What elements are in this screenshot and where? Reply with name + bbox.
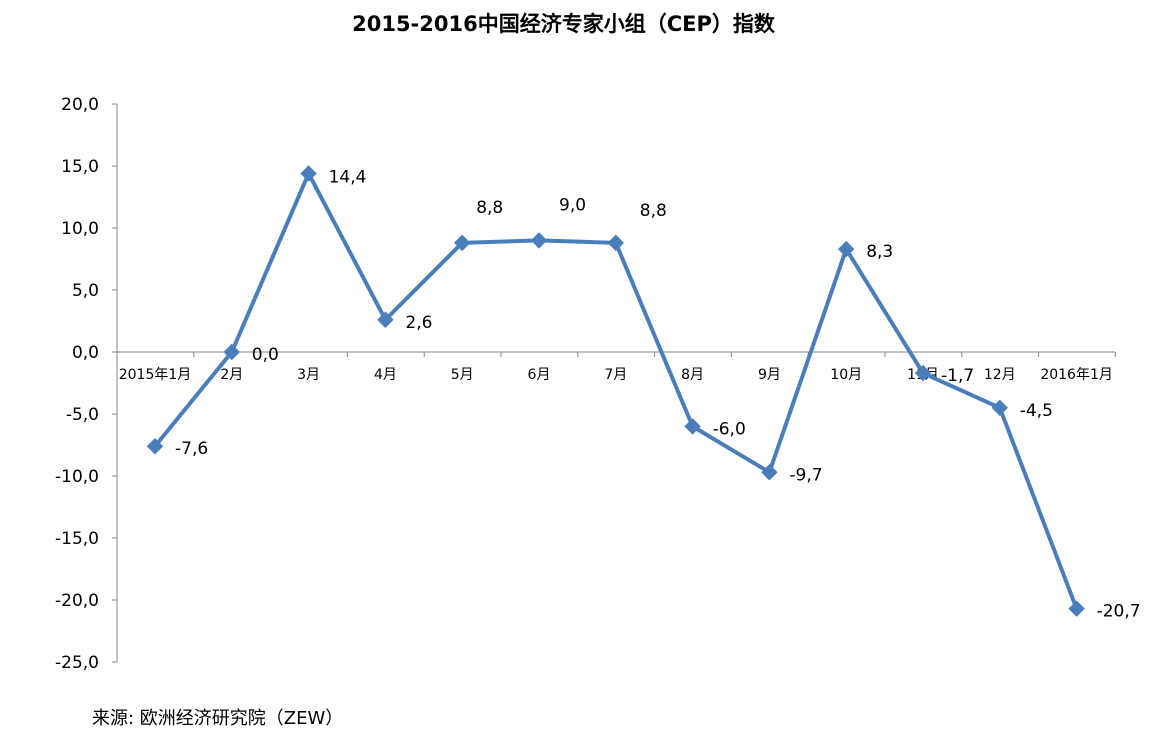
x-tick-label: 10月 <box>830 367 862 383</box>
data-label: 9,0 <box>559 195 586 215</box>
data-point-marker <box>377 311 394 328</box>
data-label: 0,0 <box>252 345 279 365</box>
y-tick-label: -20,0 <box>55 591 99 611</box>
data-label: 14,4 <box>329 167 367 187</box>
data-label: 8,3 <box>866 242 893 262</box>
data-point-marker <box>684 418 701 435</box>
data-point-marker <box>300 165 317 182</box>
x-tick-label: 4月 <box>374 367 397 383</box>
x-tick-label: 2月 <box>220 367 243 383</box>
data-point-marker <box>914 364 932 382</box>
y-tick-label: 20,0 <box>61 95 99 115</box>
data-label: 8,8 <box>640 201 667 221</box>
data-label: -9,7 <box>789 465 822 485</box>
data-label: -7,6 <box>175 439 208 459</box>
data-label: -1,7 <box>941 366 974 386</box>
data-point-marker <box>837 240 855 258</box>
x-tick-label: 3月 <box>297 367 320 383</box>
y-tick-label: 15,0 <box>61 157 99 177</box>
data-label: 8,8 <box>476 198 503 218</box>
data-label: -6,0 <box>713 419 746 439</box>
data-point-marker <box>761 464 778 481</box>
x-tick-label: 8月 <box>681 367 704 383</box>
data-point-marker <box>146 438 164 455</box>
data-point-marker <box>1068 600 1085 617</box>
y-tick-label: -5,0 <box>66 405 99 425</box>
data-point-marker <box>607 234 625 252</box>
y-tick-label: 10,0 <box>61 219 99 239</box>
series-cep-index <box>146 165 1085 617</box>
chart-title: 2015-2016中国经济专家小组（CEP）指数 <box>352 12 775 36</box>
data-label: -4,5 <box>1020 401 1053 421</box>
data-labels: -7,6 0,0 14,4 2,6 8,8 9,0 8,8 -6,0 -9,7 8,3 -1,7 -4… <box>175 167 1141 621</box>
y-tick-label: -15,0 <box>55 529 99 549</box>
source-note: 来源: 欧洲经济研究院（ZEW） <box>92 708 344 729</box>
chart-axes: 20,0 15,0 10,0 5,0 0,0 -5,0 -10,0 -15,0 -20,0 -25… <box>55 95 1116 673</box>
x-tick-label: 5月 <box>451 367 474 383</box>
x-tick-label: 12月 <box>984 367 1016 383</box>
data-point-marker <box>223 343 241 361</box>
x-tick-label: 9月 <box>758 367 781 383</box>
data-point-marker <box>530 232 548 249</box>
data-label: -20,7 <box>1097 602 1141 622</box>
y-tick-label: 5,0 <box>72 281 99 301</box>
data-point-marker <box>991 399 1009 417</box>
x-tick-label: 2016年1月 <box>1040 367 1113 383</box>
y-tick-label: -10,0 <box>55 467 99 487</box>
y-tick-label: 0,0 <box>72 343 99 363</box>
y-tick-label: -25,0 <box>55 653 99 673</box>
data-label: 2,6 <box>405 313 432 333</box>
x-tick-label: 2015年1月 <box>119 367 192 383</box>
data-point-marker <box>453 234 471 252</box>
x-tick-label: 6月 <box>528 367 551 383</box>
x-tick-label: 7月 <box>604 367 627 383</box>
